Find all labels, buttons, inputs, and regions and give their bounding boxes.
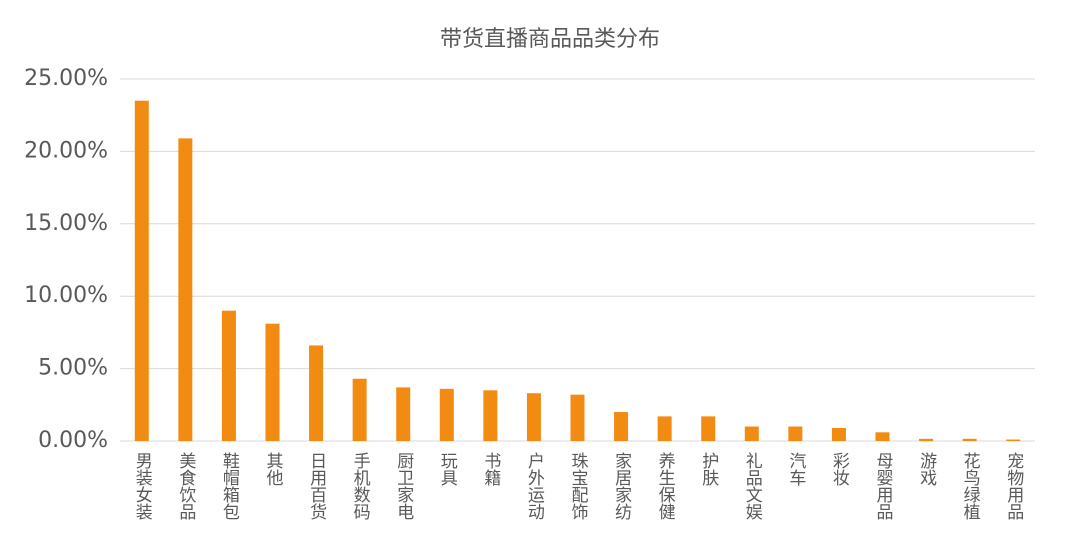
x-tick-label: 游戏: [916, 452, 937, 486]
bar: [962, 438, 977, 441]
x-tick-label: 手机数码: [350, 452, 371, 521]
x-tick-label: 家居家纺: [611, 452, 632, 521]
y-tick-label: 15.00%: [24, 211, 108, 236]
bar: [788, 426, 803, 441]
bar: [396, 387, 411, 441]
x-tick-label: 汽车: [785, 452, 806, 486]
y-tick-label: 5.00%: [38, 356, 108, 381]
bar: [265, 323, 280, 441]
bar: [657, 416, 672, 441]
x-tick-label: 花鸟绿植: [960, 452, 981, 520]
bar: [1006, 439, 1021, 441]
x-tick-label: 礼品文娱: [742, 452, 763, 520]
y-tick-label: 0.00%: [38, 428, 108, 453]
x-tick-label: 书籍: [480, 452, 501, 486]
x-tick-label: 母婴用品: [873, 452, 894, 520]
bar: [614, 412, 629, 441]
bar: [134, 100, 149, 441]
bar: [570, 394, 585, 441]
x-tick-label: 养生保健: [655, 452, 676, 520]
bar: [875, 432, 890, 441]
x-tick-label: 户外运动: [524, 452, 545, 520]
x-tick-label: 宠物用品: [1003, 452, 1024, 520]
bar: [831, 427, 846, 441]
x-tick-label: 其他: [263, 452, 284, 486]
x-tick-label: 玩具: [437, 452, 458, 486]
x-tick-label: 护肤: [698, 452, 719, 487]
bar: [221, 310, 236, 441]
x-tick-label: 厨卫家电: [393, 452, 414, 520]
y-tick-label: 20.00%: [24, 138, 108, 163]
bar: [919, 438, 934, 441]
bar: [483, 390, 498, 441]
y-tick-label: 25.00%: [24, 66, 108, 91]
x-tick-label: 美食饮品: [175, 452, 196, 520]
bar: [439, 388, 454, 441]
x-tick-label: 珠宝配饰: [568, 452, 589, 520]
bar: [701, 416, 716, 441]
bar: [744, 426, 759, 441]
x-tick-label: 日用百货: [306, 452, 327, 520]
bar: [526, 393, 541, 441]
bar: [309, 345, 324, 441]
chart-title: 带货直播商品品类分布: [440, 27, 660, 52]
y-tick-label: 10.00%: [24, 283, 108, 308]
x-tick-label: 鞋帽箱包: [219, 452, 240, 520]
bar: [352, 378, 367, 441]
x-tick-label: 男装女装: [132, 452, 153, 520]
x-tick-label: 彩妆: [829, 452, 850, 486]
bar: [178, 138, 193, 442]
